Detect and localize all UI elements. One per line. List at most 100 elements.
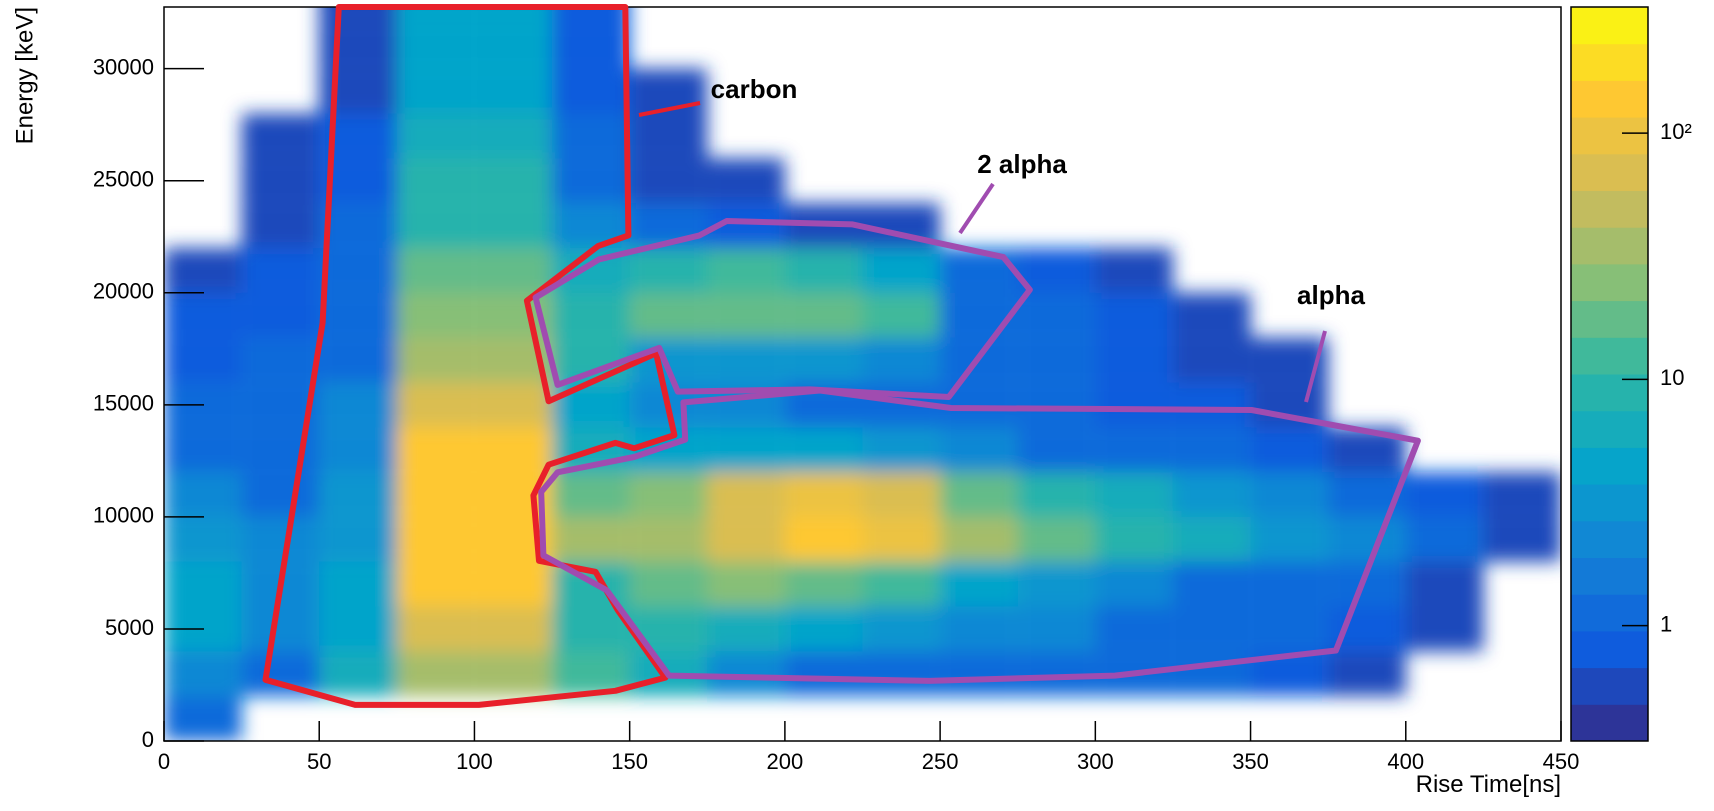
density-cell [396, 382, 475, 428]
density-cell [784, 651, 863, 697]
density-cell [396, 516, 475, 562]
density-cell [474, 651, 553, 697]
cut-label: carbon [711, 74, 798, 104]
density-cell [1405, 472, 1484, 517]
density-cell [1328, 516, 1406, 562]
density-cell [319, 427, 397, 473]
density-cell [396, 23, 475, 69]
density-cell [1172, 516, 1251, 562]
density-cell [1172, 651, 1251, 697]
density-cell [862, 606, 941, 652]
density-cell [862, 337, 941, 383]
z-tick-label: 10 [1660, 365, 1684, 390]
density-cell [552, 113, 630, 159]
density-cell [784, 516, 863, 562]
density-cell [784, 337, 863, 383]
density-cell [552, 292, 630, 338]
density-cell [784, 292, 863, 338]
density-cell [241, 337, 320, 383]
density-cell [1250, 606, 1329, 652]
density-cell [1017, 337, 1096, 383]
y-tick-label: 10000 [93, 503, 154, 528]
density-cell [396, 68, 475, 114]
density-cell [1405, 516, 1484, 562]
color-bar-band [1571, 337, 1648, 375]
color-bar-band [1571, 484, 1648, 522]
density-cell [474, 7, 553, 24]
density-cell [940, 472, 1018, 517]
density-cell [1328, 651, 1406, 697]
density-cell [707, 427, 785, 473]
density-cell [319, 292, 397, 338]
density-cell [396, 561, 475, 607]
density-cell [784, 472, 863, 517]
density-cell [241, 113, 320, 159]
density-cell [1017, 561, 1096, 607]
density-cell [319, 561, 397, 607]
x-tick-label: 150 [611, 749, 648, 774]
density-cell [241, 247, 320, 293]
density-cell [396, 606, 475, 652]
density-cell [784, 427, 863, 473]
y-tick-label: 25000 [93, 167, 154, 192]
density-cell [552, 68, 630, 114]
density-cell [1172, 561, 1251, 607]
cut-label: 2 alpha [977, 149, 1067, 179]
density-cell [784, 561, 863, 607]
color-bar-band [1571, 704, 1648, 742]
density-cell [474, 247, 553, 293]
density-cell [1095, 427, 1173, 473]
cut-pointer [1304, 330, 1327, 403]
cut-pointer [958, 182, 995, 235]
density-cell [396, 113, 475, 159]
plot-frame [163, 6, 1562, 742]
density-cell [862, 561, 941, 607]
density-cell [784, 247, 863, 293]
color-bar-band [1571, 630, 1648, 669]
x-tick-label: 0 [158, 749, 170, 774]
density-cell [862, 516, 941, 562]
density-cell [1250, 472, 1329, 517]
density-cell [1250, 516, 1329, 562]
density-cell [1095, 606, 1173, 652]
color-bar-band [1571, 557, 1648, 595]
density-cell [474, 68, 553, 114]
density-cell [319, 203, 397, 248]
density-cell [396, 337, 475, 383]
z-tick-label: 1 [1660, 611, 1672, 636]
density-cell [164, 337, 242, 383]
density-cell [1172, 606, 1251, 652]
density-cell [164, 651, 242, 697]
x-tick-label: 250 [922, 749, 959, 774]
density-cell [319, 516, 397, 562]
density-cell [862, 427, 941, 473]
density-cell [1095, 516, 1173, 562]
density-cell [1405, 606, 1484, 652]
density-cell [241, 203, 320, 248]
density-cell [396, 247, 475, 293]
color-bar-band [1571, 190, 1648, 228]
cut-polygon [262, 4, 678, 708]
density-cell [940, 516, 1018, 562]
density-cell [1483, 472, 1561, 517]
x-tick-label: 350 [1232, 749, 1269, 774]
density-cell [1172, 472, 1251, 517]
cuts: carbon 2 alpha alpha [262, 4, 1421, 708]
color-bar-band [1571, 447, 1648, 485]
density-cell [396, 651, 475, 697]
density-map [164, 7, 1561, 741]
density-cell [862, 651, 941, 697]
density-cell [396, 472, 475, 517]
density-cell [1095, 337, 1173, 383]
density-cell [940, 606, 1018, 652]
density-cell [319, 472, 397, 517]
density-cell [552, 606, 630, 652]
density-cell [241, 472, 320, 517]
density-cell [1095, 292, 1173, 338]
cut-polygon [532, 218, 1033, 400]
color-bar-band [1571, 43, 1648, 81]
density-cell [629, 247, 708, 293]
cut-label: alpha [1297, 280, 1365, 310]
density-cell [319, 337, 397, 383]
